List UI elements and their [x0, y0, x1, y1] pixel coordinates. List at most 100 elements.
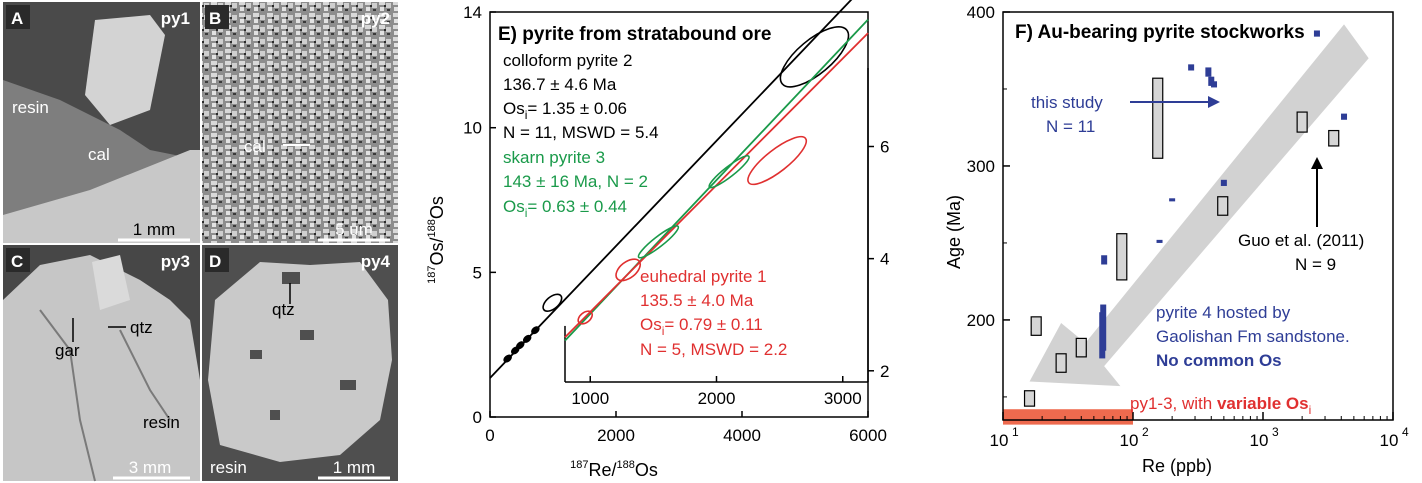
colloform-data-point	[779, 26, 850, 88]
pyrite4-line2: Gaolishan Fm sandstone.	[1156, 327, 1350, 346]
x-axis-label: Re (ppb)	[1142, 456, 1212, 476]
this-study-data-bar	[1220, 179, 1227, 186]
annotation-colloform: colloform pyrite 2 136.7 ± 4.6 Ma Osi= 1…	[503, 51, 659, 142]
panel-letter: A	[11, 9, 23, 28]
mineral-label: qtz	[272, 300, 295, 319]
guo-data-bar	[1023, 390, 1036, 407]
mineral-label: resin	[12, 98, 49, 117]
scale-bar-label: 5 um	[335, 220, 373, 239]
y-tick-label: 400	[967, 3, 995, 22]
mineral-tag: py3	[161, 252, 190, 271]
os-text: Os	[640, 315, 662, 334]
micrograph-panel-c: C py3 gar qtz resin 3 mm	[3, 245, 200, 482]
mineral-label: cal	[88, 145, 110, 164]
x-tick-label: 10	[1120, 431, 1139, 450]
this-study-data-bar	[1205, 67, 1212, 77]
guo-arrowhead	[1311, 157, 1323, 169]
panel-letter: B	[209, 9, 221, 28]
os-text: Os	[503, 99, 525, 118]
colloform-data-point	[542, 293, 563, 312]
guo-data-bar	[1296, 111, 1308, 133]
this-study-n: N = 11	[1046, 117, 1095, 136]
inset-y-tick-label: 6	[880, 138, 889, 157]
micrograph-panel-d: D py4 qtz resin 1 mm	[202, 245, 398, 481]
guo-data-bar	[1030, 316, 1042, 336]
mineral-label: cal	[244, 137, 266, 156]
py13-bar	[1003, 409, 1133, 425]
mineral-tag: py2	[361, 9, 390, 28]
pyrite4-line1: pyrite 4 hosted by	[1156, 303, 1291, 322]
colloform-n: N = 11, MSWD = 5.4	[503, 123, 659, 142]
this-study-data-bar	[1313, 30, 1320, 37]
skarn-age: 143 ± 16 Ma, N = 2	[503, 172, 648, 191]
euhedral-data-point	[615, 258, 642, 282]
x-tick-label: 10	[990, 431, 1009, 450]
euhedral-data-point	[577, 310, 594, 325]
this-study-data-bar	[1341, 113, 1348, 120]
this-study-data-bar	[1101, 255, 1108, 265]
sub-i: i	[525, 206, 528, 220]
y-tick-label: 0	[473, 408, 482, 427]
osi-value: = 0.63 ± 0.44	[527, 197, 627, 216]
osi-value: = 0.79 ± 0.11	[664, 315, 762, 334]
colloform-osi: Osi= 1.35 ± 0.06	[503, 99, 627, 122]
pyrite4-line3: No common Os	[1156, 351, 1282, 370]
colloform-label: colloform pyrite 2	[503, 51, 632, 70]
inset-x-tick-label: 1000	[571, 389, 609, 408]
euhedral-label: euhedral pyrite 1	[640, 267, 767, 286]
annotation-skarn: skarn pyrite 3 143 ± 16 Ma, N = 2 Osi= 0…	[503, 148, 648, 220]
colloform-data-point	[515, 341, 525, 350]
trend-arrow	[1029, 24, 1369, 387]
mineral-label: gar	[55, 341, 80, 360]
this-study-data-bar	[1100, 304, 1107, 351]
x-tick-label: 2000	[597, 426, 635, 445]
mineral-tag: py4	[361, 252, 391, 271]
panel-letter: D	[209, 252, 221, 271]
scale-bar-label: 3 mm	[129, 458, 172, 477]
guo-label: Guo et al. (2011)	[1238, 231, 1364, 250]
scale-bar-label: 1 mm	[133, 220, 176, 239]
py13-label: py1-3, with variable Osi	[1130, 394, 1311, 417]
skarn-data-point	[637, 225, 680, 259]
skarn-osi: Osi= 0.63 ± 0.44	[503, 197, 627, 220]
guo-data-bar	[1055, 353, 1067, 373]
inset-y-tick-label: 4	[880, 250, 889, 269]
euhedral-osi: Osi= 0.79 ± 0.11	[640, 315, 763, 338]
guo-n: N = 9	[1295, 255, 1336, 274]
euhedral-n: N = 5, MSWD = 2.2	[640, 340, 787, 359]
mineral-tag: py1	[161, 9, 190, 28]
y-tick-label: 200	[967, 311, 995, 330]
this-study-data-bar	[1169, 198, 1176, 202]
x-tick-label: 4000	[723, 426, 761, 445]
panel-e-title: E) pyrite from stratabound ore	[498, 24, 771, 45]
sub-i: i	[525, 108, 528, 122]
panel-e: 0 2000 4000 6000 0 5 10 14 1000 2000 3000 2 4 6 E) py…	[426, 0, 889, 480]
x-tick-label: 10	[1250, 431, 1269, 450]
this-study-label: this study	[1031, 93, 1103, 112]
panel-f-title: F) Au-bearing pyrite stockworks	[1015, 22, 1305, 43]
micrograph-panel-b: B py2 cal 5 um	[202, 2, 398, 243]
euhedral-age: 135.5 ± 4.0 Ma	[640, 291, 754, 310]
panel-letter: C	[11, 252, 23, 271]
os-text: Os	[503, 197, 525, 216]
y-axis-label: 187Os/188Os	[426, 196, 447, 284]
sub-i: i	[662, 324, 665, 338]
x-tick-exponent: 4	[1402, 425, 1409, 439]
x-tick-exponent: 3	[1272, 425, 1279, 439]
guo-data-bar	[1328, 129, 1340, 147]
this-study-data-bar	[1156, 239, 1163, 243]
panel-f-frame	[1002, 11, 1394, 421]
euhedral-data-point	[747, 135, 808, 186]
mineral-label: qtz	[130, 318, 153, 337]
mineral-label: resin	[143, 413, 180, 432]
guo-data-bar	[1116, 233, 1128, 281]
this-study-arrowhead	[1208, 96, 1220, 108]
x-tick-label: 0	[485, 426, 494, 445]
annotation-euhedral: euhedral pyrite 1 135.5 ± 4.0 Ma Osi= 0.…	[640, 267, 787, 359]
this-study-data-bar	[1188, 64, 1195, 71]
x-tick-exponent: 2	[1142, 425, 1149, 439]
x-axis-label: 187Re/188Os	[570, 459, 658, 480]
skarn-label: skarn pyrite 3	[503, 148, 605, 167]
